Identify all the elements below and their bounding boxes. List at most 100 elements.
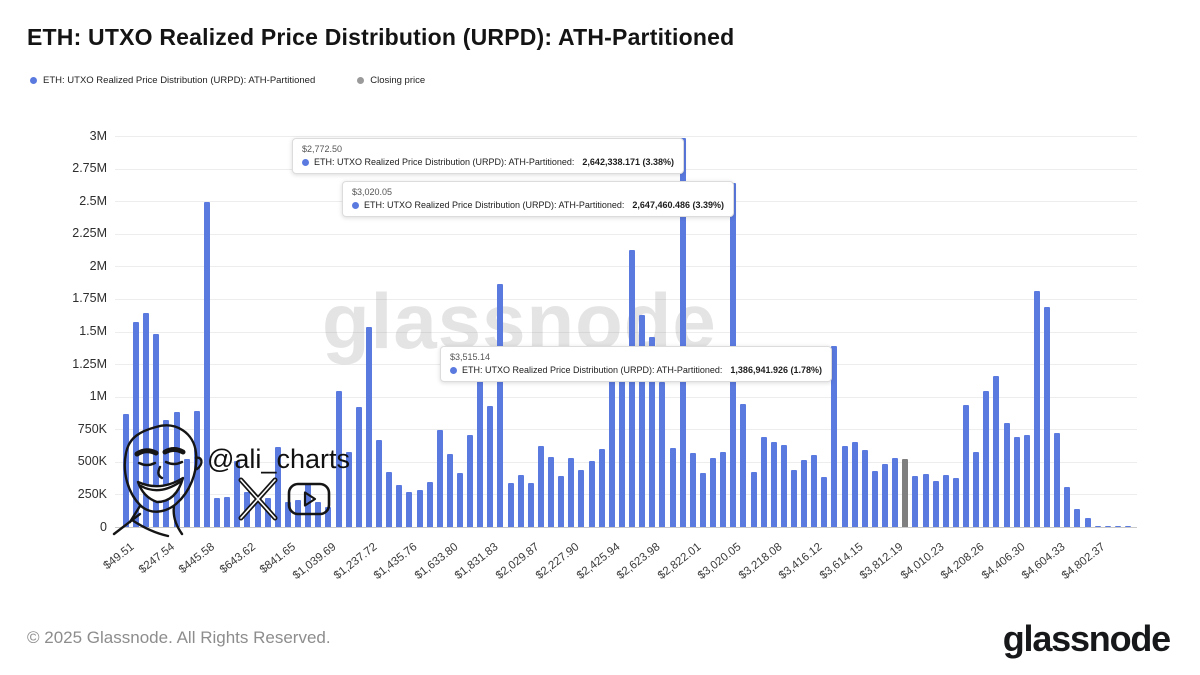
urpd-bar[interactable] — [1033, 291, 1040, 527]
urpd-bar[interactable] — [669, 448, 676, 527]
urpd-bar[interactable] — [325, 507, 332, 527]
urpd-bar[interactable] — [1094, 526, 1101, 527]
urpd-bar[interactable] — [436, 430, 443, 527]
urpd-bar[interactable] — [396, 485, 403, 527]
urpd-bar[interactable] — [477, 377, 484, 527]
urpd-bar[interactable] — [720, 452, 727, 527]
urpd-bar[interactable] — [973, 452, 980, 527]
urpd-bar[interactable] — [1114, 526, 1121, 527]
urpd-bar[interactable] — [558, 476, 565, 527]
urpd-bar[interactable] — [598, 449, 605, 527]
urpd-bar[interactable] — [1003, 423, 1010, 527]
urpd-bar[interactable] — [548, 457, 555, 527]
urpd-bar[interactable] — [568, 458, 575, 527]
urpd-bar[interactable] — [1044, 307, 1051, 527]
urpd-bar[interactable] — [912, 476, 919, 527]
urpd-bar[interactable] — [163, 420, 170, 527]
urpd-bar[interactable] — [365, 327, 372, 527]
urpd-bar[interactable] — [416, 490, 423, 527]
urpd-bar[interactable] — [173, 412, 180, 527]
urpd-bar[interactable] — [659, 382, 666, 527]
urpd-bar[interactable] — [406, 492, 413, 527]
urpd-bar[interactable] — [1074, 509, 1081, 527]
legend-item-urpd[interactable]: ETH: UTXO Realized Price Distribution (U… — [30, 75, 315, 86]
urpd-bar[interactable] — [234, 461, 241, 527]
legend-label-urpd: ETH: UTXO Realized Price Distribution (U… — [43, 75, 316, 86]
urpd-bar[interactable] — [710, 458, 717, 527]
urpd-bar[interactable] — [922, 474, 929, 527]
urpd-bar[interactable] — [861, 450, 868, 527]
urpd-bar[interactable] — [355, 407, 362, 527]
urpd-bar[interactable] — [811, 455, 818, 527]
urpd-bar[interactable] — [952, 478, 959, 527]
urpd-bar[interactable] — [588, 461, 595, 527]
urpd-bar[interactable] — [345, 452, 352, 527]
urpd-bar[interactable] — [608, 378, 615, 527]
urpd-bar[interactable] — [699, 473, 706, 527]
urpd-bar[interactable] — [497, 284, 504, 527]
urpd-bar[interactable] — [335, 391, 342, 527]
urpd-bar[interactable] — [639, 315, 646, 527]
urpd-bar[interactable] — [892, 458, 899, 527]
urpd-bar[interactable] — [841, 446, 848, 527]
urpd-bar[interactable] — [679, 138, 686, 527]
tooltip-2772: $2,772.50 ETH: UTXO Realized Price Distr… — [292, 138, 684, 174]
x-axis-label: $247.54 — [136, 541, 177, 577]
urpd-bar[interactable] — [517, 475, 524, 527]
urpd-bar[interactable] — [618, 379, 625, 527]
urpd-bar[interactable] — [750, 472, 757, 527]
legend-item-closing-price[interactable]: Closing price — [357, 75, 425, 86]
urpd-bar[interactable] — [1064, 487, 1071, 527]
urpd-bar[interactable] — [1013, 437, 1020, 527]
urpd-bar[interactable] — [851, 442, 858, 527]
urpd-bar[interactable] — [143, 313, 150, 527]
urpd-bar[interactable] — [1104, 526, 1111, 527]
urpd-bar[interactable] — [284, 502, 291, 527]
urpd-bar[interactable] — [740, 404, 747, 527]
urpd-bar[interactable] — [689, 453, 696, 527]
urpd-bar[interactable] — [224, 497, 231, 527]
gridline — [115, 494, 1137, 496]
urpd-bar[interactable] — [254, 499, 261, 527]
urpd-bar[interactable] — [882, 464, 889, 527]
urpd-bar[interactable] — [871, 471, 878, 527]
urpd-bar[interactable] — [487, 406, 494, 527]
urpd-bar[interactable] — [1125, 526, 1131, 527]
urpd-bar[interactable] — [770, 442, 777, 527]
urpd-bar[interactable] — [457, 473, 463, 527]
urpd-bar[interactable] — [780, 445, 787, 527]
urpd-bar[interactable] — [426, 482, 433, 527]
closing-price-bar[interactable] — [902, 459, 909, 527]
urpd-bar[interactable] — [942, 475, 949, 527]
x-axis-label: $445.58 — [177, 541, 218, 577]
urpd-bar[interactable] — [507, 483, 514, 527]
urpd-bar[interactable] — [963, 405, 970, 527]
urpd-bar[interactable] — [791, 470, 797, 527]
urpd-bar[interactable] — [305, 484, 312, 527]
urpd-bar[interactable] — [537, 446, 544, 527]
urpd-bar[interactable] — [578, 470, 585, 527]
urpd-bar[interactable] — [760, 437, 767, 527]
urpd-bar[interactable] — [821, 477, 828, 527]
urpd-bar[interactable] — [831, 346, 838, 527]
urpd-bar[interactable] — [214, 498, 221, 527]
urpd-bar[interactable] — [932, 481, 939, 527]
urpd-bar[interactable] — [1084, 518, 1091, 527]
urpd-bar[interactable] — [376, 440, 383, 527]
urpd-bar[interactable] — [153, 334, 160, 527]
urpd-bar[interactable] — [649, 337, 656, 527]
urpd-bar[interactable] — [801, 460, 808, 527]
legend-dot-closing-price-icon — [357, 77, 365, 84]
urpd-bar[interactable] — [203, 202, 210, 527]
urpd-bar[interactable] — [446, 454, 453, 527]
urpd-bar[interactable] — [386, 472, 393, 527]
urpd-bar[interactable] — [629, 250, 636, 527]
urpd-bar[interactable] — [1023, 435, 1030, 527]
urpd-bar[interactable] — [1054, 433, 1061, 527]
urpd-bar[interactable] — [527, 483, 534, 527]
urpd-bar[interactable] — [467, 435, 474, 527]
urpd-bar[interactable] — [133, 322, 140, 527]
urpd-bar[interactable] — [983, 391, 990, 527]
urpd-bar[interactable] — [993, 376, 1000, 527]
urpd-bar[interactable] — [274, 447, 281, 527]
